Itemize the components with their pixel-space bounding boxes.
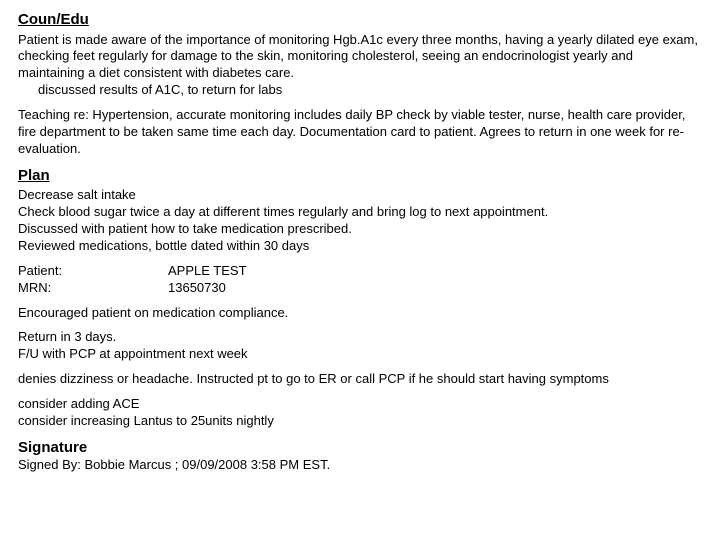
signature-line: Signed By: Bobbie Marcus ; 09/09/2008 3:… [18,457,702,474]
counedu-heading: Coun/Edu [18,10,702,30]
plan-line6: Return in 3 days. [18,329,116,344]
plan-line5: Encouraged patient on medication complia… [18,305,702,322]
document-page: Coun/Edu Patient is made aware of the im… [0,0,720,492]
patient-value: APPLE TEST [168,263,247,280]
plan-line1: Decrease salt intake [18,187,136,202]
plan-block-1: Decrease salt intake Check blood sugar t… [18,187,702,255]
plan-block-2: Return in 3 days. F/U with PCP at appoin… [18,329,702,363]
patient-row: Patient: APPLE TEST [18,263,247,280]
patient-label: Patient: [18,263,168,280]
plan-line8: denies dizziness or headache. Instructed… [18,371,702,388]
plan-line4: Reviewed medications, bottle dated withi… [18,238,309,253]
counedu-para1-indent: discussed results of A1C, to return for … [18,82,282,97]
mrn-value: 13650730 [168,280,247,297]
plan-heading: Plan [18,166,702,186]
plan-line2: Check blood sugar twice a day at differe… [18,204,548,219]
counedu-para1: Patient is made aware of the importance … [18,32,698,81]
patient-info-table: Patient: APPLE TEST MRN: 13650730 [18,263,247,297]
counedu-para1-block: Patient is made aware of the importance … [18,32,702,100]
mrn-label: MRN: [18,280,168,297]
plan-block-3: consider adding ACE consider increasing … [18,396,702,430]
signature-heading: Signature [18,438,702,458]
counedu-para2: Teaching re: Hypertension, accurate moni… [18,107,702,158]
plan-line3: Discussed with patient how to take medic… [18,221,352,236]
plan-line10: consider increasing Lantus to 25units ni… [18,413,274,428]
mrn-row: MRN: 13650730 [18,280,247,297]
plan-line9: consider adding ACE [18,396,139,411]
plan-line7: F/U with PCP at appointment next week [18,346,248,361]
